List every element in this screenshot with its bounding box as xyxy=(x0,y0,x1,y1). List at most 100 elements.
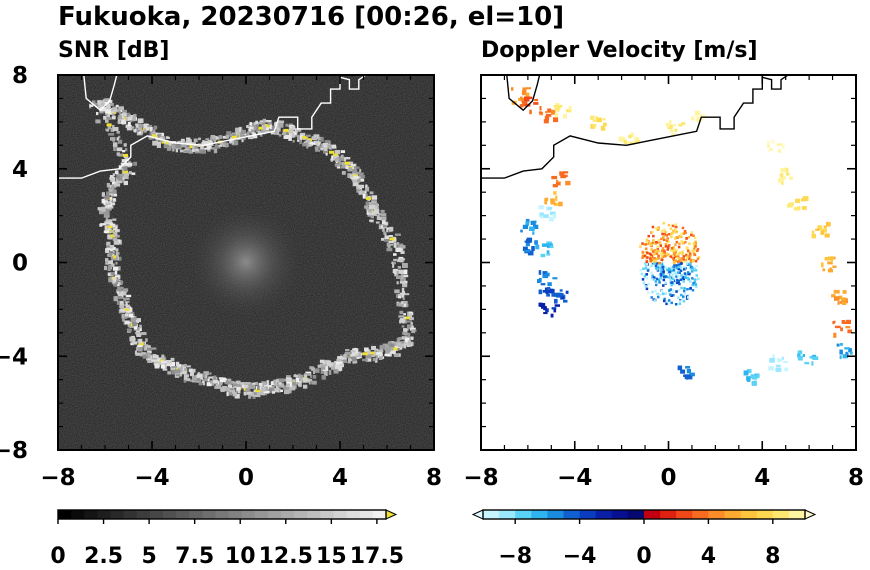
velocity-axis-ticks: −8 −4 0 4 8 xyxy=(463,74,864,491)
snr-echo-pixel xyxy=(343,158,347,162)
snr-echo-pixel xyxy=(334,150,341,155)
snr-echo-pixel xyxy=(318,142,321,145)
snr-echo-pixel xyxy=(124,158,130,161)
velocity-near-range-pixel xyxy=(662,228,666,232)
velocity-near-range-pixel xyxy=(688,254,691,258)
velocity-echo-pixel xyxy=(849,351,853,355)
snr-echo-pixel xyxy=(265,120,272,123)
velocity-near-range-pixel xyxy=(692,242,696,245)
snr-echo-pixel xyxy=(152,140,159,146)
velocity-near-range-pixel xyxy=(690,270,694,273)
snr-echo-pixel xyxy=(110,246,114,252)
snr-echo-pixel xyxy=(312,142,315,145)
velocity-echo-pixel xyxy=(554,304,560,307)
snr-echo-pixel xyxy=(396,270,399,275)
velocity-echo-pixel xyxy=(548,216,554,222)
snr-echo-pixel xyxy=(386,247,393,252)
velocity-echo-pixel xyxy=(525,92,530,97)
snr-echo-pixel xyxy=(351,177,356,180)
snr-echo-pixel xyxy=(151,359,158,362)
snr-echo-pixel xyxy=(359,168,362,173)
velocity-echo-pixel xyxy=(520,229,523,233)
velocity-echo-pixel xyxy=(785,172,790,176)
snr-echo-pixel xyxy=(325,152,328,156)
snr-echo-pixel xyxy=(124,148,128,152)
snr-colorbar-label: 15 xyxy=(316,544,347,569)
velocity-echo-pixel xyxy=(772,354,775,359)
velocity-near-range-pixel xyxy=(662,278,666,282)
snr-echo-pixel xyxy=(161,354,165,360)
snr-echo-pixel xyxy=(104,265,107,271)
snr-echo-pixel xyxy=(369,204,375,210)
velocity-near-range-pixel xyxy=(655,227,658,230)
velocity-near-range-pixel xyxy=(690,250,694,253)
velocity-echo-pixel xyxy=(560,296,564,300)
velocity-echo-pixel xyxy=(781,180,784,185)
velocity-echo-pixel xyxy=(840,327,843,332)
snr-echo-pixel xyxy=(123,180,128,186)
snr-echo-pixel xyxy=(122,288,129,292)
snr-echo-pixel xyxy=(354,166,360,169)
velocity-near-range-pixel xyxy=(669,249,673,252)
snr-echo-pixel xyxy=(181,370,187,375)
velocity-near-range-pixel xyxy=(653,241,657,244)
velocity-echo-pixel xyxy=(531,246,535,251)
snr-echo-pixel xyxy=(113,232,118,237)
velocity-near-range-pixel xyxy=(678,271,681,274)
snr-echo-pixel xyxy=(399,245,406,249)
snr-echo-pixel xyxy=(115,109,120,113)
velocity-near-range-pixel xyxy=(662,270,665,274)
snr-echo-pixel xyxy=(171,366,177,369)
snr-echo-pixel xyxy=(219,377,226,383)
velocity-near-range-pixel xyxy=(675,230,678,234)
snr-echo-pixel xyxy=(352,360,356,364)
velocity-echo-pixel xyxy=(542,271,548,276)
velocity-colorbar-label: 4 xyxy=(701,544,716,569)
snr-colorbar-segment xyxy=(281,510,295,519)
snr-echo-pixel xyxy=(115,234,120,238)
snr-echo-pixel xyxy=(393,270,397,275)
snr-echo-pixel xyxy=(322,360,325,366)
snr-echo-pixel xyxy=(410,327,416,331)
velocity-echo-pixel xyxy=(546,113,552,117)
snr-echo-pixel xyxy=(236,134,240,140)
snr-echo-pixel xyxy=(395,342,401,346)
snr-echo-pixel xyxy=(112,223,116,228)
velocity-near-range-pixel xyxy=(676,271,680,274)
snr-echo-pixel xyxy=(124,320,130,325)
velocity-echo-pixel xyxy=(820,230,824,235)
snr-echo-pixel xyxy=(337,366,343,371)
snr-echo-pixel xyxy=(123,155,129,159)
velocity-echo-pixel xyxy=(831,256,836,260)
snr-echo-pixel xyxy=(134,350,137,355)
snr-echo-pixel xyxy=(232,391,237,397)
snr-echo-pixel xyxy=(249,126,254,130)
snr-echo-pixel xyxy=(237,384,242,388)
velocity-echo-pixel xyxy=(551,307,557,310)
snr-colorbar-label: 17.5 xyxy=(350,544,404,569)
snr-echo-pixel xyxy=(286,383,290,387)
snr-echo-pixel xyxy=(108,197,113,200)
snr-echo-pixel xyxy=(218,144,222,147)
snr-echo-pixel xyxy=(270,381,275,385)
velocity-near-range-pixel xyxy=(680,235,683,239)
snr-echo-pixel xyxy=(342,161,345,166)
velocity-echo-pixel xyxy=(557,107,560,113)
velocity-near-range-pixel xyxy=(692,234,695,237)
velocity-near-range-pixel xyxy=(685,237,689,240)
snr-echo-pixel xyxy=(157,133,162,138)
velocity-near-range-pixel xyxy=(662,284,665,287)
snr-echo-pixel xyxy=(121,113,127,117)
snr-echo-pixel xyxy=(247,131,252,134)
snr-echo-pixel xyxy=(324,371,328,376)
velocity-echo-pixel xyxy=(845,319,851,324)
velocity-echo-pixel xyxy=(527,250,534,256)
velocity-near-range-pixel xyxy=(689,255,692,258)
velocity-echo-pixel xyxy=(565,180,571,186)
snr-echo-pixel xyxy=(345,165,349,170)
velocity-near-range-pixel xyxy=(642,267,645,270)
velocity-near-range-pixel xyxy=(658,293,661,296)
velocity-echo-pixel xyxy=(519,104,524,108)
snr-echo-pixel xyxy=(344,157,351,160)
snr-echo-pixel xyxy=(108,188,113,192)
